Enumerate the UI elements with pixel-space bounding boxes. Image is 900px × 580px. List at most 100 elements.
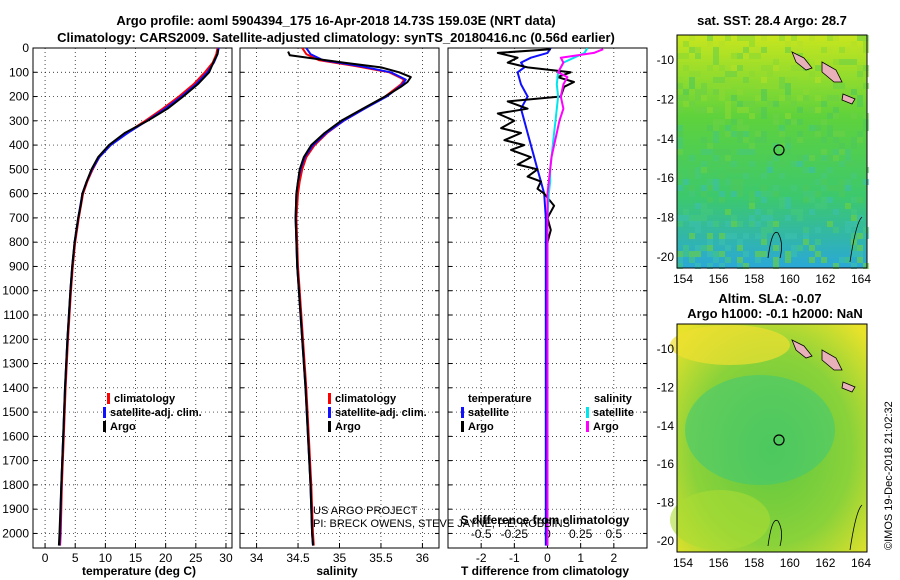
x-tick-label: 35 <box>333 551 347 565</box>
sst-pixel <box>845 59 851 65</box>
sst-pixel <box>797 155 803 161</box>
map-lat-tick-label: -12 <box>657 92 675 106</box>
sst-pixel <box>737 149 743 155</box>
depth-tick-label: 700 <box>9 211 29 225</box>
sst-pixel <box>761 113 767 119</box>
sst-argo-location-marker <box>773 144 785 156</box>
sst-pixel <box>815 107 821 113</box>
sst-pixel <box>773 191 779 197</box>
sst-pixel <box>713 257 719 263</box>
x-tick-label: 1 <box>577 551 584 565</box>
sst-pixel <box>767 161 773 167</box>
sst-pixel <box>719 161 725 167</box>
sst-pixel <box>797 41 803 47</box>
sst-pixel <box>833 149 839 155</box>
s-diff-tick-label: 0.5 <box>605 527 622 541</box>
sst-pixel <box>737 191 743 197</box>
sst-pixel <box>707 263 713 269</box>
sst-pixel <box>719 83 725 89</box>
sst-pixel <box>839 59 845 65</box>
sst-pixel <box>743 137 749 143</box>
sst-pixel <box>707 167 713 173</box>
sst-pixel <box>701 83 707 89</box>
sst-pixel <box>797 119 803 125</box>
sst-pixel <box>677 161 683 167</box>
legend-swatch-argo <box>103 421 106 432</box>
sst-pixel <box>815 203 821 209</box>
sst-pixel <box>803 191 809 197</box>
sst-pixel <box>863 233 869 239</box>
sst-pixel <box>773 83 779 89</box>
sst-pixel <box>851 221 857 227</box>
depth-tick-label: 1600 <box>2 429 29 443</box>
sst-pixel <box>701 95 707 101</box>
sst-pixel <box>785 197 791 203</box>
sst-pixel <box>767 209 773 215</box>
sst-pixel <box>749 53 755 59</box>
sst-pixel <box>707 143 713 149</box>
island-shape <box>841 381 856 393</box>
sst-pixel <box>761 185 767 191</box>
sst-pixel <box>857 215 863 221</box>
sst-pixel <box>713 125 719 131</box>
sst-pixel <box>797 95 803 101</box>
map-lon-tick-label: 162 <box>815 272 835 286</box>
sst-pixel <box>755 53 761 59</box>
sst-pixel <box>803 95 809 101</box>
sst-pixel <box>797 161 803 167</box>
sst-pixel <box>689 77 695 83</box>
sla-map-frame <box>676 323 868 553</box>
sst-pixel <box>701 107 707 113</box>
sst-pixel <box>737 245 743 251</box>
sst-pixel <box>809 107 815 113</box>
sst-pixel <box>791 119 797 125</box>
sst-pixel <box>707 197 713 203</box>
sst-pixel <box>725 167 731 173</box>
sst-pixel <box>821 257 827 263</box>
map-lon-tick-label: 154 <box>673 556 693 570</box>
sst-pixel <box>785 257 791 263</box>
sst-pixel <box>851 233 857 239</box>
legend-header-salinity: salinity <box>594 393 633 405</box>
sst-pixel <box>779 161 785 167</box>
map-lon-tick-label: 160 <box>780 272 800 286</box>
sst-pixel <box>797 245 803 251</box>
legend-salinity: climatology satellite-adj. clim. Argo <box>328 393 427 433</box>
sst-pixel <box>755 47 761 53</box>
legend-label-climatology-2: climatology <box>335 393 397 405</box>
map-lat-tick-label: -18 <box>657 496 675 510</box>
sst-pixel <box>857 77 863 83</box>
x-tick-label: 25 <box>189 551 203 565</box>
depth-tick-label: 1700 <box>2 454 29 468</box>
map-lat-tick-label: -14 <box>657 132 675 146</box>
legend-label-sal-satellite: satellite <box>593 407 634 419</box>
sst-pixel <box>713 221 719 227</box>
bathymetry-contour <box>767 519 782 547</box>
sst-pixel <box>749 191 755 197</box>
depth-axis: 0 100 200 300 400 500 600 700 800 900 1000 1100 1200… <box>2 41 29 540</box>
sst-pixel <box>743 167 749 173</box>
sst-pixel <box>677 53 683 59</box>
sst-pixel <box>677 143 683 149</box>
sst-pixel <box>773 221 779 227</box>
sst-pixel <box>785 149 791 155</box>
depth-tick-label: 1000 <box>2 284 29 298</box>
depth-tick-label: 500 <box>9 162 29 176</box>
sla-map-title-2: Argo h1000: -0.1 h2000: NaN <box>687 306 863 321</box>
bathymetry-contour <box>849 216 863 263</box>
sst-pixel <box>845 203 851 209</box>
sst-pixel <box>695 53 701 59</box>
sst-pixel <box>695 245 701 251</box>
sst-pixel <box>689 233 695 239</box>
sst-pixel <box>863 167 869 173</box>
sst-pixel <box>821 155 827 161</box>
sst-pixel <box>677 215 683 221</box>
sst-pixel <box>815 131 821 137</box>
sst-pixel <box>791 245 797 251</box>
legend-swatch-sal-argo <box>586 421 589 432</box>
sst-pixel <box>833 59 839 65</box>
sst-pixel <box>845 161 851 167</box>
sst-pixel <box>713 47 719 53</box>
sst-pixel <box>791 185 797 191</box>
